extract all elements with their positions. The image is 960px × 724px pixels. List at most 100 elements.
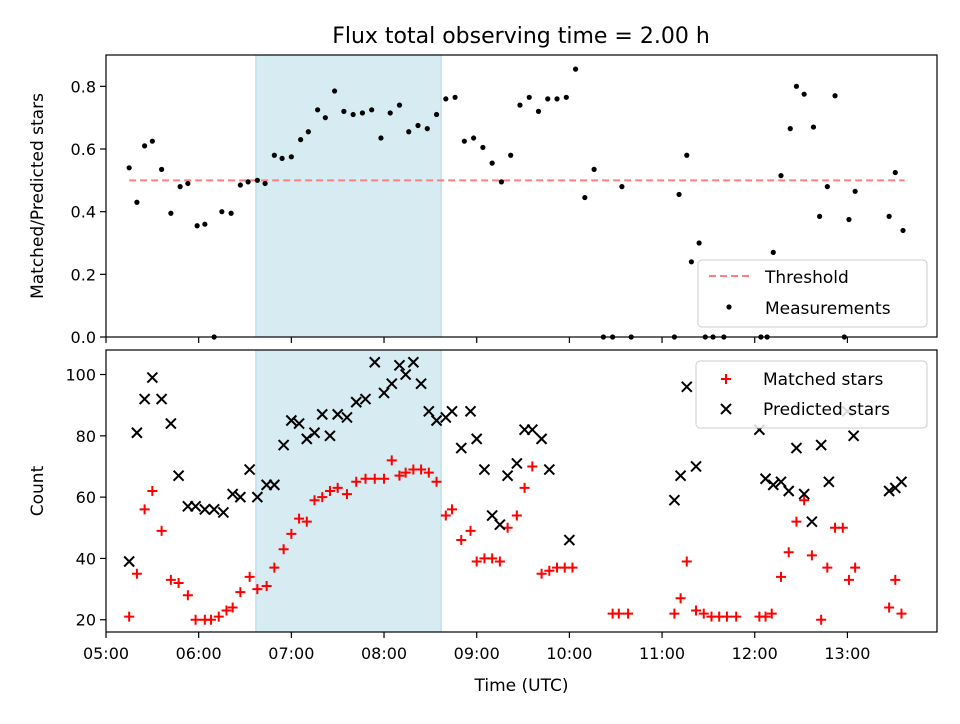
measurement-point bbox=[142, 143, 148, 149]
measurement-point bbox=[886, 213, 892, 219]
matched-point bbox=[675, 593, 686, 604]
measurement-point bbox=[424, 126, 430, 132]
measurement-point bbox=[676, 191, 682, 198]
matched-point bbox=[698, 608, 709, 619]
predicted-point bbox=[208, 503, 220, 516]
matched-point bbox=[301, 516, 312, 527]
matched-point bbox=[536, 568, 547, 579]
predicted-point bbox=[155, 393, 168, 405]
measurement-point bbox=[126, 165, 132, 171]
predicted-point bbox=[511, 457, 523, 470]
measurement-point bbox=[305, 129, 311, 135]
measurement-point bbox=[563, 94, 569, 100]
predicted-point bbox=[775, 476, 787, 488]
predicted-point bbox=[226, 488, 239, 500]
measurement-point bbox=[619, 184, 625, 190]
x-tick-label: 05:00 bbox=[83, 644, 129, 663]
measurement-point bbox=[219, 209, 225, 215]
matched-point bbox=[221, 605, 232, 616]
predicted-point bbox=[146, 371, 159, 384]
y-tick-label: 0.4 bbox=[71, 203, 96, 222]
matched-point bbox=[527, 461, 538, 472]
matched-point bbox=[511, 510, 522, 521]
matched-point bbox=[850, 562, 861, 573]
matched-point bbox=[324, 486, 335, 496]
predicted-point bbox=[243, 463, 256, 476]
predicted-point bbox=[399, 368, 412, 381]
measurement-point bbox=[535, 108, 542, 114]
measurement-point bbox=[387, 110, 393, 116]
predicted-point bbox=[386, 378, 398, 390]
predicted-point bbox=[681, 381, 693, 393]
matched-point bbox=[173, 577, 184, 588]
matched-point bbox=[494, 556, 505, 567]
axes-frame bbox=[105, 349, 938, 633]
matched-point bbox=[341, 489, 352, 500]
predicted-point bbox=[172, 469, 185, 482]
matched-point bbox=[213, 611, 224, 622]
predicted-point bbox=[526, 423, 539, 436]
matched-point bbox=[843, 574, 854, 585]
chart-title: Flux total observing time = 2.00 h bbox=[332, 24, 710, 49]
measurement-point bbox=[159, 166, 165, 172]
matched-point bbox=[351, 476, 362, 487]
matched-point bbox=[799, 495, 810, 506]
matched-point bbox=[431, 476, 442, 487]
measurement-point bbox=[271, 152, 277, 158]
matched-point bbox=[721, 611, 732, 622]
series-predicted-stars bbox=[123, 356, 908, 568]
measurement-point bbox=[787, 126, 793, 132]
predicted-point bbox=[790, 442, 803, 454]
series-measurements bbox=[126, 66, 906, 340]
y-tick-label: 60 bbox=[76, 488, 96, 507]
x-tick-label: 11:00 bbox=[639, 644, 685, 663]
measurement-point bbox=[508, 152, 514, 158]
measurement-point bbox=[793, 83, 800, 89]
predicted-point bbox=[690, 460, 702, 473]
measurement-point bbox=[185, 180, 191, 187]
matched-point bbox=[124, 611, 135, 622]
measurement-point bbox=[228, 210, 234, 216]
measurement-point bbox=[406, 129, 412, 135]
predicted-point bbox=[668, 494, 681, 506]
measurement-point bbox=[892, 169, 898, 176]
x-tick-label: 12:00 bbox=[732, 644, 778, 663]
predicted-point bbox=[393, 359, 406, 372]
matched-point bbox=[691, 605, 702, 616]
x-tick-label: 07:00 bbox=[268, 644, 314, 663]
measurement-point bbox=[168, 210, 174, 216]
measurement-point bbox=[396, 102, 403, 108]
predicted-point bbox=[131, 427, 143, 439]
matched-point bbox=[822, 562, 833, 573]
predicted-point bbox=[430, 414, 443, 427]
predicted-point bbox=[486, 509, 498, 522]
matched-point bbox=[131, 568, 142, 579]
matched-point bbox=[816, 614, 827, 625]
matched-point bbox=[269, 562, 280, 573]
measurement-point bbox=[315, 107, 321, 113]
predicted-point bbox=[407, 356, 420, 368]
predicted-point bbox=[199, 503, 211, 516]
predicted-point bbox=[478, 463, 491, 476]
predicted-point bbox=[798, 488, 810, 500]
measurement-point bbox=[817, 213, 823, 219]
y-tick-label: 80 bbox=[76, 427, 96, 446]
measurement-point bbox=[433, 111, 440, 118]
y-axis-label: Matched/Predicted stars bbox=[28, 93, 48, 299]
legend-measurements-label: Measurements bbox=[765, 299, 891, 319]
measurement-point bbox=[378, 135, 384, 141]
predicted-point bbox=[783, 485, 795, 497]
matched-point bbox=[896, 608, 907, 619]
predicted-point bbox=[470, 433, 483, 445]
matched-point bbox=[252, 584, 263, 595]
measurement-point bbox=[341, 108, 347, 114]
legend: Threshold Measurements bbox=[697, 259, 928, 328]
measurement-point bbox=[471, 135, 477, 141]
predicted-point bbox=[501, 469, 514, 482]
x-tick-label: 13:00 bbox=[824, 644, 870, 663]
y-tick-label: 0.6 bbox=[71, 140, 96, 159]
legend-box bbox=[697, 259, 928, 328]
predicted-point bbox=[285, 414, 298, 427]
matched-point bbox=[544, 565, 555, 576]
measurement-point bbox=[322, 115, 328, 121]
